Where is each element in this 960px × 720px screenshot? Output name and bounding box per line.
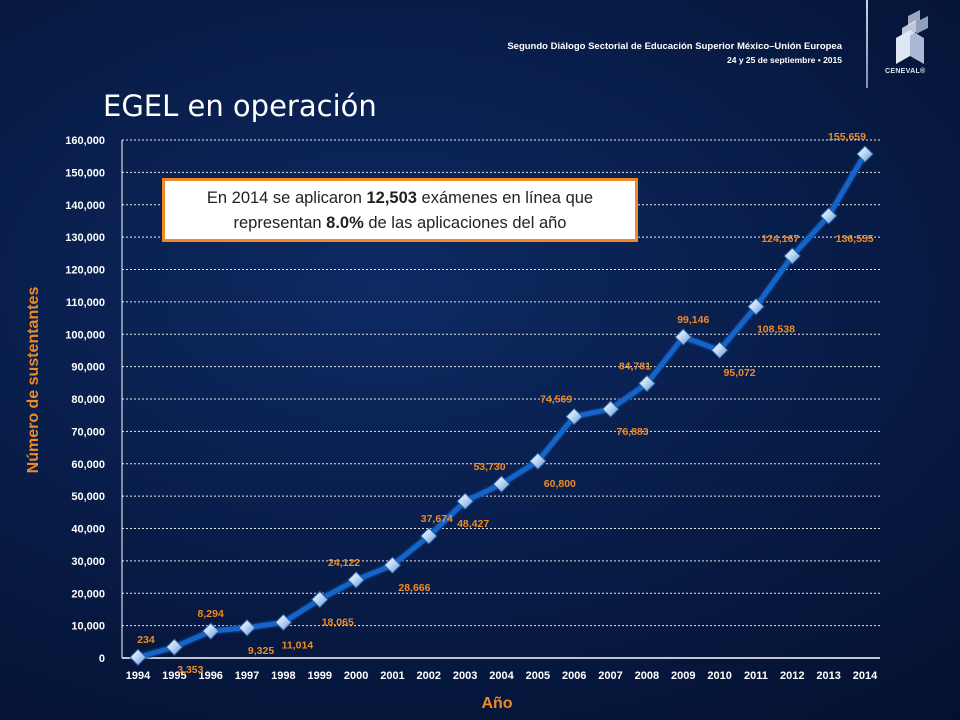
x-tick-label: 2005 <box>526 670 550 682</box>
y-tick-label: 90,000 <box>71 362 105 374</box>
callout-text-1: En 2014 se aplicaron <box>206 189 367 207</box>
data-label: 28,666 <box>398 582 430 594</box>
event-title: Segundo Diálogo Sectorial de Educación S… <box>507 41 842 52</box>
x-tick-label: 2004 <box>489 670 514 682</box>
data-label: 9,325 <box>248 645 274 657</box>
x-tick-label: 2009 <box>671 670 695 682</box>
x-tick-label: 1999 <box>308 670 332 682</box>
data-label: 95,072 <box>724 367 756 379</box>
data-label: 48,427 <box>457 518 489 530</box>
data-label: 124,167 <box>761 233 799 245</box>
data-point <box>383 556 402 574</box>
data-label: 136,555 <box>836 233 874 245</box>
data-point <box>565 407 583 426</box>
x-tick-label: 2008 <box>635 670 659 682</box>
y-tick-label: 140,000 <box>65 200 105 212</box>
data-point <box>819 207 838 225</box>
y-tick-label: 110,000 <box>66 297 105 309</box>
x-tick-label: 2003 <box>453 670 477 682</box>
x-tick-label: 1995 <box>162 670 186 682</box>
y-tick-label: 40,000 <box>71 524 105 536</box>
data-point <box>129 648 147 666</box>
x-tick-label: 2010 <box>707 670 731 682</box>
data-label: 108,538 <box>757 324 795 336</box>
x-tick-label: 2014 <box>853 670 878 682</box>
data-label: 76,883 <box>616 426 648 438</box>
y-tick-label: 60,000 <box>71 459 105 471</box>
x-tick-label: 1994 <box>126 670 151 682</box>
y-axis-title: Número de sustentantes <box>25 287 42 474</box>
x-tick-label: 2013 <box>816 670 840 682</box>
data-label: 37,674 <box>421 513 453 525</box>
y-tick-label: 130,000 <box>65 232 105 244</box>
data-point <box>347 571 365 589</box>
data-point <box>856 145 874 163</box>
callout-text-2: exámenes en línea que <box>416 189 594 207</box>
data-label: 18,065 <box>322 617 354 629</box>
x-tick-label: 2012 <box>780 670 804 682</box>
x-tick-label: 2006 <box>562 670 586 682</box>
y-tick-label: 20,000 <box>71 588 105 600</box>
data-point <box>492 475 511 493</box>
data-label: 234 <box>137 634 155 646</box>
y-tick-label: 50,000 <box>71 491 105 503</box>
x-tick-label: 1997 <box>235 670 259 682</box>
y-tick-label: 120,000 <box>65 265 105 277</box>
y-tick-label: 0 <box>99 653 105 665</box>
data-point <box>420 527 438 545</box>
data-point <box>529 452 547 470</box>
x-tick-label: 2001 <box>380 670 404 682</box>
x-tick-label: 2002 <box>417 670 441 682</box>
data-point <box>710 341 729 359</box>
callout-text-4: de las aplicaciones del año <box>363 214 567 232</box>
data-label: 155,659 <box>828 131 866 143</box>
callout-value-percent: 8.0% <box>326 214 364 232</box>
logo-caption: CENEVAL® <box>885 68 926 75</box>
x-tick-label: 2000 <box>344 670 368 682</box>
callout-value-online: 12,503 <box>366 189 417 207</box>
callout-text-3: representan <box>233 214 327 232</box>
data-label: 60,800 <box>544 478 576 490</box>
data-label: 99,146 <box>677 314 709 326</box>
data-label: 11,014 <box>282 639 314 651</box>
data-label: 74,569 <box>540 394 572 406</box>
data-point <box>274 613 293 632</box>
x-tick-label: 1996 <box>198 670 222 682</box>
callout-box: En 2014 se aplicaron 12,503 exámenes en … <box>162 178 638 242</box>
data-label: 8,294 <box>198 608 224 620</box>
x-tick-label: 1998 <box>271 670 295 682</box>
data-label: 24,122 <box>328 557 360 569</box>
data-point <box>674 328 692 346</box>
data-label: 84,781 <box>619 361 651 373</box>
y-tick-label: 30,000 <box>71 556 105 568</box>
y-tick-label: 70,000 <box>71 426 105 438</box>
header-divider <box>866 0 868 88</box>
y-tick-label: 150,000 <box>65 167 105 179</box>
data-point <box>783 247 802 265</box>
data-point <box>747 297 765 316</box>
y-tick-label: 10,000 <box>71 621 105 633</box>
data-point <box>201 622 220 640</box>
data-point <box>638 374 656 393</box>
y-tick-label: 160,000 <box>65 135 105 147</box>
y-tick-label: 100,000 <box>65 329 105 341</box>
data-point <box>165 638 184 656</box>
x-tick-label: 2007 <box>598 670 622 682</box>
x-tick-label: 2011 <box>744 670 768 682</box>
event-dates: 24 y 25 de septiembre • 2015 <box>727 55 842 65</box>
data-label: 3,353 <box>177 664 203 676</box>
x-axis-title: Año <box>481 695 512 712</box>
data-point <box>311 590 329 609</box>
data-label: 53,730 <box>473 461 505 473</box>
data-point <box>601 400 620 418</box>
y-tick-label: 80,000 <box>71 394 105 406</box>
ceneval-logo-icon <box>896 10 928 64</box>
data-point <box>456 492 474 510</box>
data-point <box>238 619 256 637</box>
slide-title: EGEL en operación <box>103 89 377 123</box>
